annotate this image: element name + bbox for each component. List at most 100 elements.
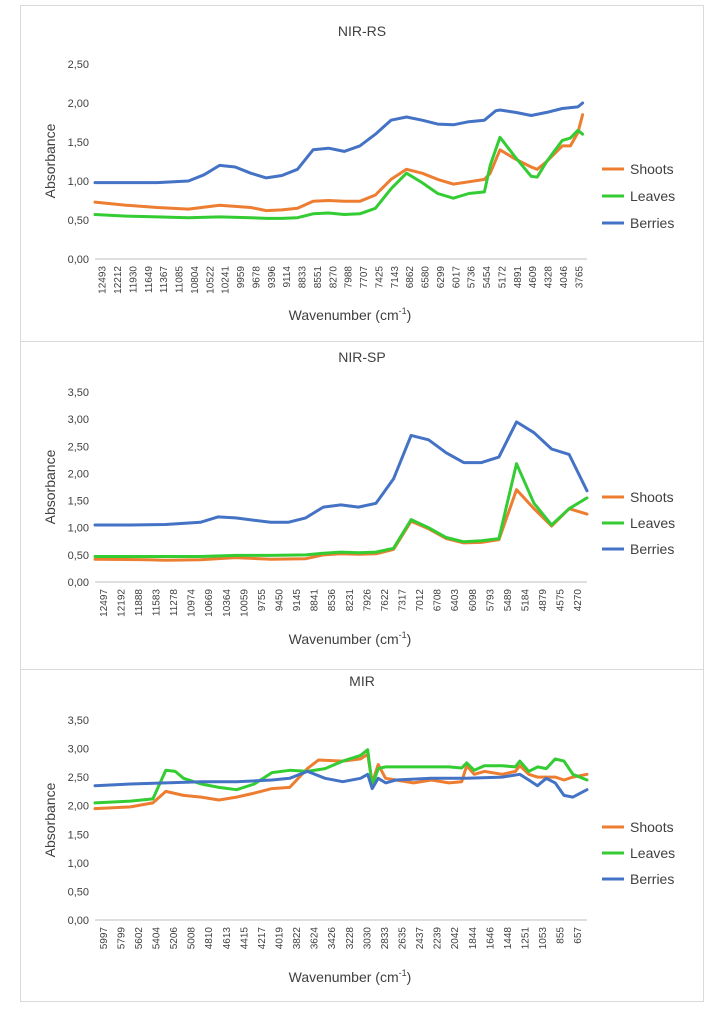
x-tick-label: 5799: [116, 927, 127, 950]
x-tick-label: 7988: [344, 266, 355, 289]
y-tick-label: 2,00: [68, 801, 89, 813]
y-tick-label: 0,50: [68, 886, 89, 898]
y-tick-label: 2,50: [68, 59, 89, 71]
x-tick-label: 11085: [175, 266, 186, 294]
x-tick-label: 10522: [205, 266, 216, 294]
x-tick-label: 11278: [169, 589, 180, 617]
x-tick-label: 2833: [380, 927, 391, 950]
x-tick-label: 10059: [239, 589, 250, 617]
x-tick-label: 6403: [450, 589, 461, 612]
x-tick-label: 3765: [574, 266, 585, 289]
x-tick-label: 8833: [298, 266, 309, 289]
y-tick-label: 3,50: [68, 387, 89, 399]
chart-nir-rs: NIR-RS 0,00 0,50 1,00 1,50 2,00 2,50 Absorbance…: [42, 23, 675, 323]
x-axis-label-text: Wavenumber (cm: [289, 631, 399, 647]
x-tick-label: 4879: [538, 589, 549, 612]
y-tick-label: 0,00: [68, 915, 89, 927]
x-axis-label-close: ): [407, 631, 412, 647]
legend-label-leaves: Leaves: [630, 845, 675, 861]
chart-title: NIR-RS: [338, 23, 386, 39]
x-tick-label: 5206: [169, 927, 180, 950]
chart-panel-nir-sp: NIR-SP 0,00 0,50 1,00 1,50 2,00 2,50 3,00 3,50 Ab…: [20, 342, 704, 668]
x-tick-label: 7143: [390, 266, 401, 289]
y-tick-label: 0,00: [68, 577, 89, 589]
x-tick-label: 4613: [222, 927, 233, 950]
x-tick-label: 7012: [415, 589, 426, 612]
x-tick-label: 9678: [251, 266, 262, 289]
x-tick-label: 4415: [239, 927, 250, 950]
series-line-leaves: [93, 462, 589, 558]
x-tick-label: 10974: [187, 589, 198, 617]
y-tick-label: 1,00: [68, 523, 89, 535]
x-tick-label: 11583: [152, 589, 163, 617]
x-tick-label: 1844: [468, 927, 479, 950]
x-tick-label: 2437: [415, 927, 426, 950]
x-tick-label: 657: [573, 927, 584, 944]
y-tick-label: 3,00: [68, 414, 89, 426]
x-tick-label: 7926: [362, 589, 373, 612]
chart-panel-mir: MIR 0,00 0,50 1,00 1,50 2,00 2,50 3,00 3,50 Absor…: [20, 670, 704, 1001]
x-tick-label: 8551: [313, 266, 324, 289]
x-tick-label: 6098: [468, 589, 479, 612]
x-tick-label: 5793: [485, 589, 496, 612]
x-tick-label: 7707: [359, 266, 370, 289]
x-tick-label: 3426: [327, 927, 338, 950]
x-tick-label: 5602: [134, 927, 145, 950]
legend-label-shoots: Shoots: [630, 489, 674, 505]
x-tick-label: 10241: [221, 266, 232, 294]
chart-title: MIR: [349, 673, 375, 689]
y-tick-label: 3,00: [68, 744, 89, 756]
x-tick-label: 5489: [503, 589, 514, 612]
x-tick-label: 6299: [436, 266, 447, 289]
series-line-leaves: [93, 748, 589, 805]
y-tick-label: 0,00: [68, 254, 89, 266]
x-tick-label: 5184: [521, 589, 532, 612]
y-tick-label: 0,50: [68, 550, 89, 562]
y-tick-label: 1,00: [68, 176, 89, 188]
x-tick-label: 8536: [327, 589, 338, 612]
x-tick-label: 4270: [573, 589, 584, 612]
x-tick-label: 12497: [99, 589, 110, 617]
x-tick-label: 4891: [513, 266, 524, 289]
series-line-leaves: [93, 128, 585, 220]
legend-label-leaves: Leaves: [630, 188, 675, 204]
x-tick-label: 4575: [556, 589, 567, 612]
x-axis-label: Wavenumber (cm-1): [289, 968, 412, 985]
y-tick-label: 2,00: [68, 98, 89, 110]
y-axis-label: Absorbance: [42, 782, 58, 857]
y-tick-label: 1,50: [68, 829, 89, 841]
legend-label-berries: Berries: [630, 215, 674, 231]
x-tick-label: 11649: [144, 266, 155, 294]
x-tick-label: 12212: [113, 266, 124, 294]
x-axis-label: Wavenumber (cm-1): [289, 306, 412, 323]
x-axis-label-superscript: -1: [399, 968, 407, 978]
x-tick-label: 3030: [362, 927, 373, 950]
x-axis-label-text: Wavenumber (cm: [289, 307, 399, 323]
y-tick-label: 1,50: [68, 496, 89, 508]
x-tick-label: 6017: [451, 266, 462, 289]
x-tick-label: 4810: [204, 927, 215, 950]
y-axis-label: Absorbance: [42, 449, 58, 524]
x-tick-label: 4609: [528, 266, 539, 289]
y-tick-label: 1,50: [68, 137, 89, 149]
x-tick-label: 9450: [275, 589, 286, 612]
x-tick-label: 6580: [421, 266, 432, 289]
x-axis-label: Wavenumber (cm-1): [289, 630, 412, 647]
x-tick-label: 855: [556, 927, 567, 944]
x-tick-label: 10804: [190, 266, 201, 294]
y-axis-label: Absorbance: [42, 123, 58, 198]
y-tick-label: 2,50: [68, 441, 89, 453]
x-tick-label: 4019: [275, 927, 286, 950]
x-tick-label: 10669: [204, 589, 215, 617]
x-tick-label: 10364: [222, 589, 233, 617]
x-tick-label: 3624: [310, 927, 321, 950]
x-tick-label: 9755: [257, 589, 268, 612]
chart-mir: MIR 0,00 0,50 1,00 1,50 2,00 2,50 3,00 3,50 Absor…: [42, 673, 675, 985]
chart-panel-nir-rs: NIR-RS 0,00 0,50 1,00 1,50 2,00 2,50 Absorbance…: [20, 6, 704, 340]
y-tick-label: 3,50: [68, 715, 89, 727]
x-tick-label: 1251: [521, 927, 532, 950]
x-tick-label: 2042: [450, 927, 461, 950]
x-tick-label: 3228: [345, 927, 356, 950]
x-axis-label-superscript: -1: [399, 630, 407, 640]
x-tick-label: 2239: [433, 927, 444, 950]
